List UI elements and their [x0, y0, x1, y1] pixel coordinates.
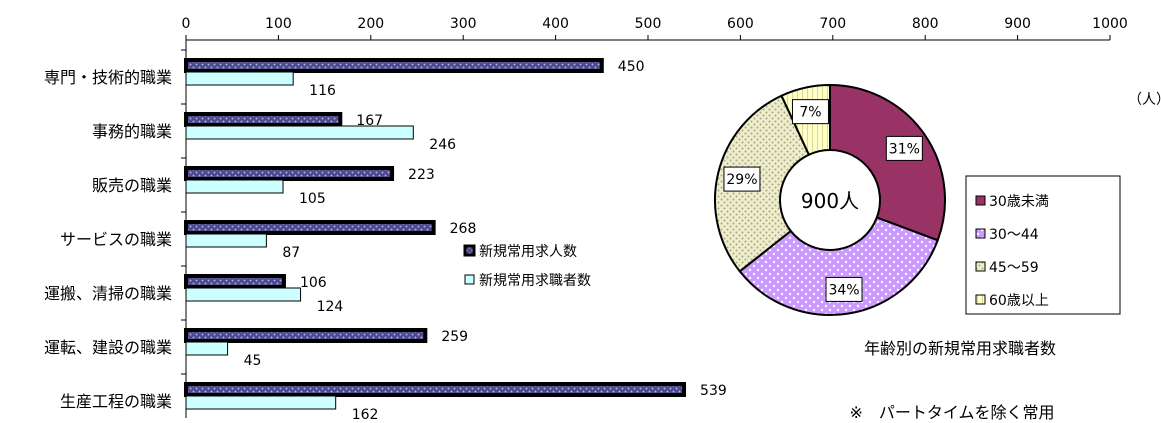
bar-job-seekers	[185, 125, 414, 140]
x-tick-label: 700	[819, 16, 846, 32]
legend-swatch-under-30	[975, 195, 986, 206]
x-tick-label: 100	[265, 16, 292, 32]
bar-job-openings	[184, 112, 343, 127]
value-label-job-seekers: 87	[282, 245, 300, 261]
bar-job-openings	[184, 382, 687, 397]
value-label-job-openings: 539	[700, 383, 727, 399]
slice-label-box	[791, 99, 829, 125]
legend-label-30-44: 30～44	[989, 227, 1039, 243]
slice-label-box	[885, 135, 923, 161]
bar-legend: 新規常用求人数 新規常用求職者数	[463, 244, 591, 289]
legend-label-job-seekers: 新規常用求職者数	[479, 273, 591, 289]
x-tick-label: 500	[635, 16, 662, 32]
value-label-job-seekers: 246	[429, 137, 456, 153]
x-tick-label: 600	[727, 16, 754, 32]
legend-label-job-openings: 新規常用求人数	[479, 244, 577, 260]
x-tick-label: 1000	[1092, 16, 1128, 32]
pie-legend-box	[965, 175, 1121, 315]
legend-label-45-59: 45～59	[989, 260, 1039, 276]
category-label: サービスの職業	[60, 230, 172, 249]
bar-job-seekers	[185, 71, 294, 86]
category-label: 事務的職業	[92, 122, 172, 141]
legend-swatch-job-openings	[463, 244, 476, 257]
pie-title: 年齢別の新規常用求職者数	[864, 339, 1056, 358]
x-tick-label: 900	[1004, 16, 1031, 32]
value-label-job-openings: 223	[408, 167, 435, 183]
value-label-job-openings: 268	[450, 221, 477, 237]
bar-job-seekers	[185, 179, 284, 194]
value-label-job-seekers: 124	[317, 299, 344, 315]
donut-slice	[738, 216, 940, 316]
category-label: 販売の職業	[92, 176, 172, 195]
bar-job-seekers	[185, 233, 267, 248]
bar-job-seekers	[185, 341, 229, 356]
legend-swatch-30-44	[975, 228, 986, 239]
value-label-job-openings: 259	[441, 329, 468, 345]
footnote: ※ パートタイムを除く常用	[849, 403, 1054, 422]
x-tick-label: 200	[357, 16, 384, 32]
x-tick-label: 0	[182, 16, 191, 32]
donut-center-label: 900人	[801, 189, 859, 213]
legend-swatch-45-59	[975, 261, 986, 272]
category-label: 運転、建設の職業	[44, 338, 172, 357]
donut-slice	[714, 94, 811, 273]
x-tick-label: 800	[912, 16, 939, 32]
value-label-job-seekers: 45	[244, 353, 262, 369]
slice-label-box	[723, 166, 761, 192]
donut-slice	[829, 83, 946, 242]
x-tick-label: 400	[542, 16, 569, 32]
pie-legend: 30歳未満 30～44 45～59 60歳以上	[965, 175, 1121, 315]
bar-job-seekers	[185, 395, 337, 410]
category-label: 専門・技術的職業	[44, 68, 172, 87]
bar-job-seekers	[185, 287, 302, 302]
slice-label: 29%	[726, 172, 757, 188]
value-label-job-seekers: 162	[352, 407, 379, 423]
value-label-job-openings: 450	[618, 59, 645, 75]
donut-chart: 31% 34% 29% 7%	[714, 83, 946, 316]
category-label: 生産工程の職業	[60, 392, 172, 411]
slice-label: 34%	[828, 282, 859, 298]
bar-job-openings	[184, 220, 436, 235]
x-tick-label: 300	[450, 16, 477, 32]
slice-label-box	[825, 276, 863, 302]
value-label-job-openings: 106	[300, 275, 327, 291]
category-labels: 専門・技術的職業事務的職業販売の職業サービスの職業運搬、清掃の職業運転、建設の職…	[44, 68, 172, 411]
bar-job-openings	[184, 274, 286, 289]
legend-swatch-60-plus	[975, 294, 986, 305]
bar-job-openings	[184, 58, 604, 73]
bar-job-openings	[184, 166, 395, 181]
legend-swatch-job-seekers	[464, 274, 475, 285]
slice-label: 7%	[799, 105, 821, 121]
category-label: 運搬、清掃の職業	[44, 284, 172, 303]
x-axis: 0 100 200 300 400 500 600 700 800 900 1000	[181, 16, 1128, 418]
unit-label: （人）	[1128, 92, 1161, 108]
slice-label: 31%	[889, 141, 920, 157]
bars	[184, 58, 687, 410]
value-label-job-openings: 167	[356, 113, 383, 129]
value-label-job-seekers: 105	[299, 191, 326, 207]
value-label-job-seekers: 116	[309, 83, 336, 99]
bar-job-openings	[184, 328, 428, 343]
legend-label-60-plus: 60歳以上	[989, 293, 1049, 309]
legend-label-under-30: 30歳未満	[989, 194, 1049, 210]
